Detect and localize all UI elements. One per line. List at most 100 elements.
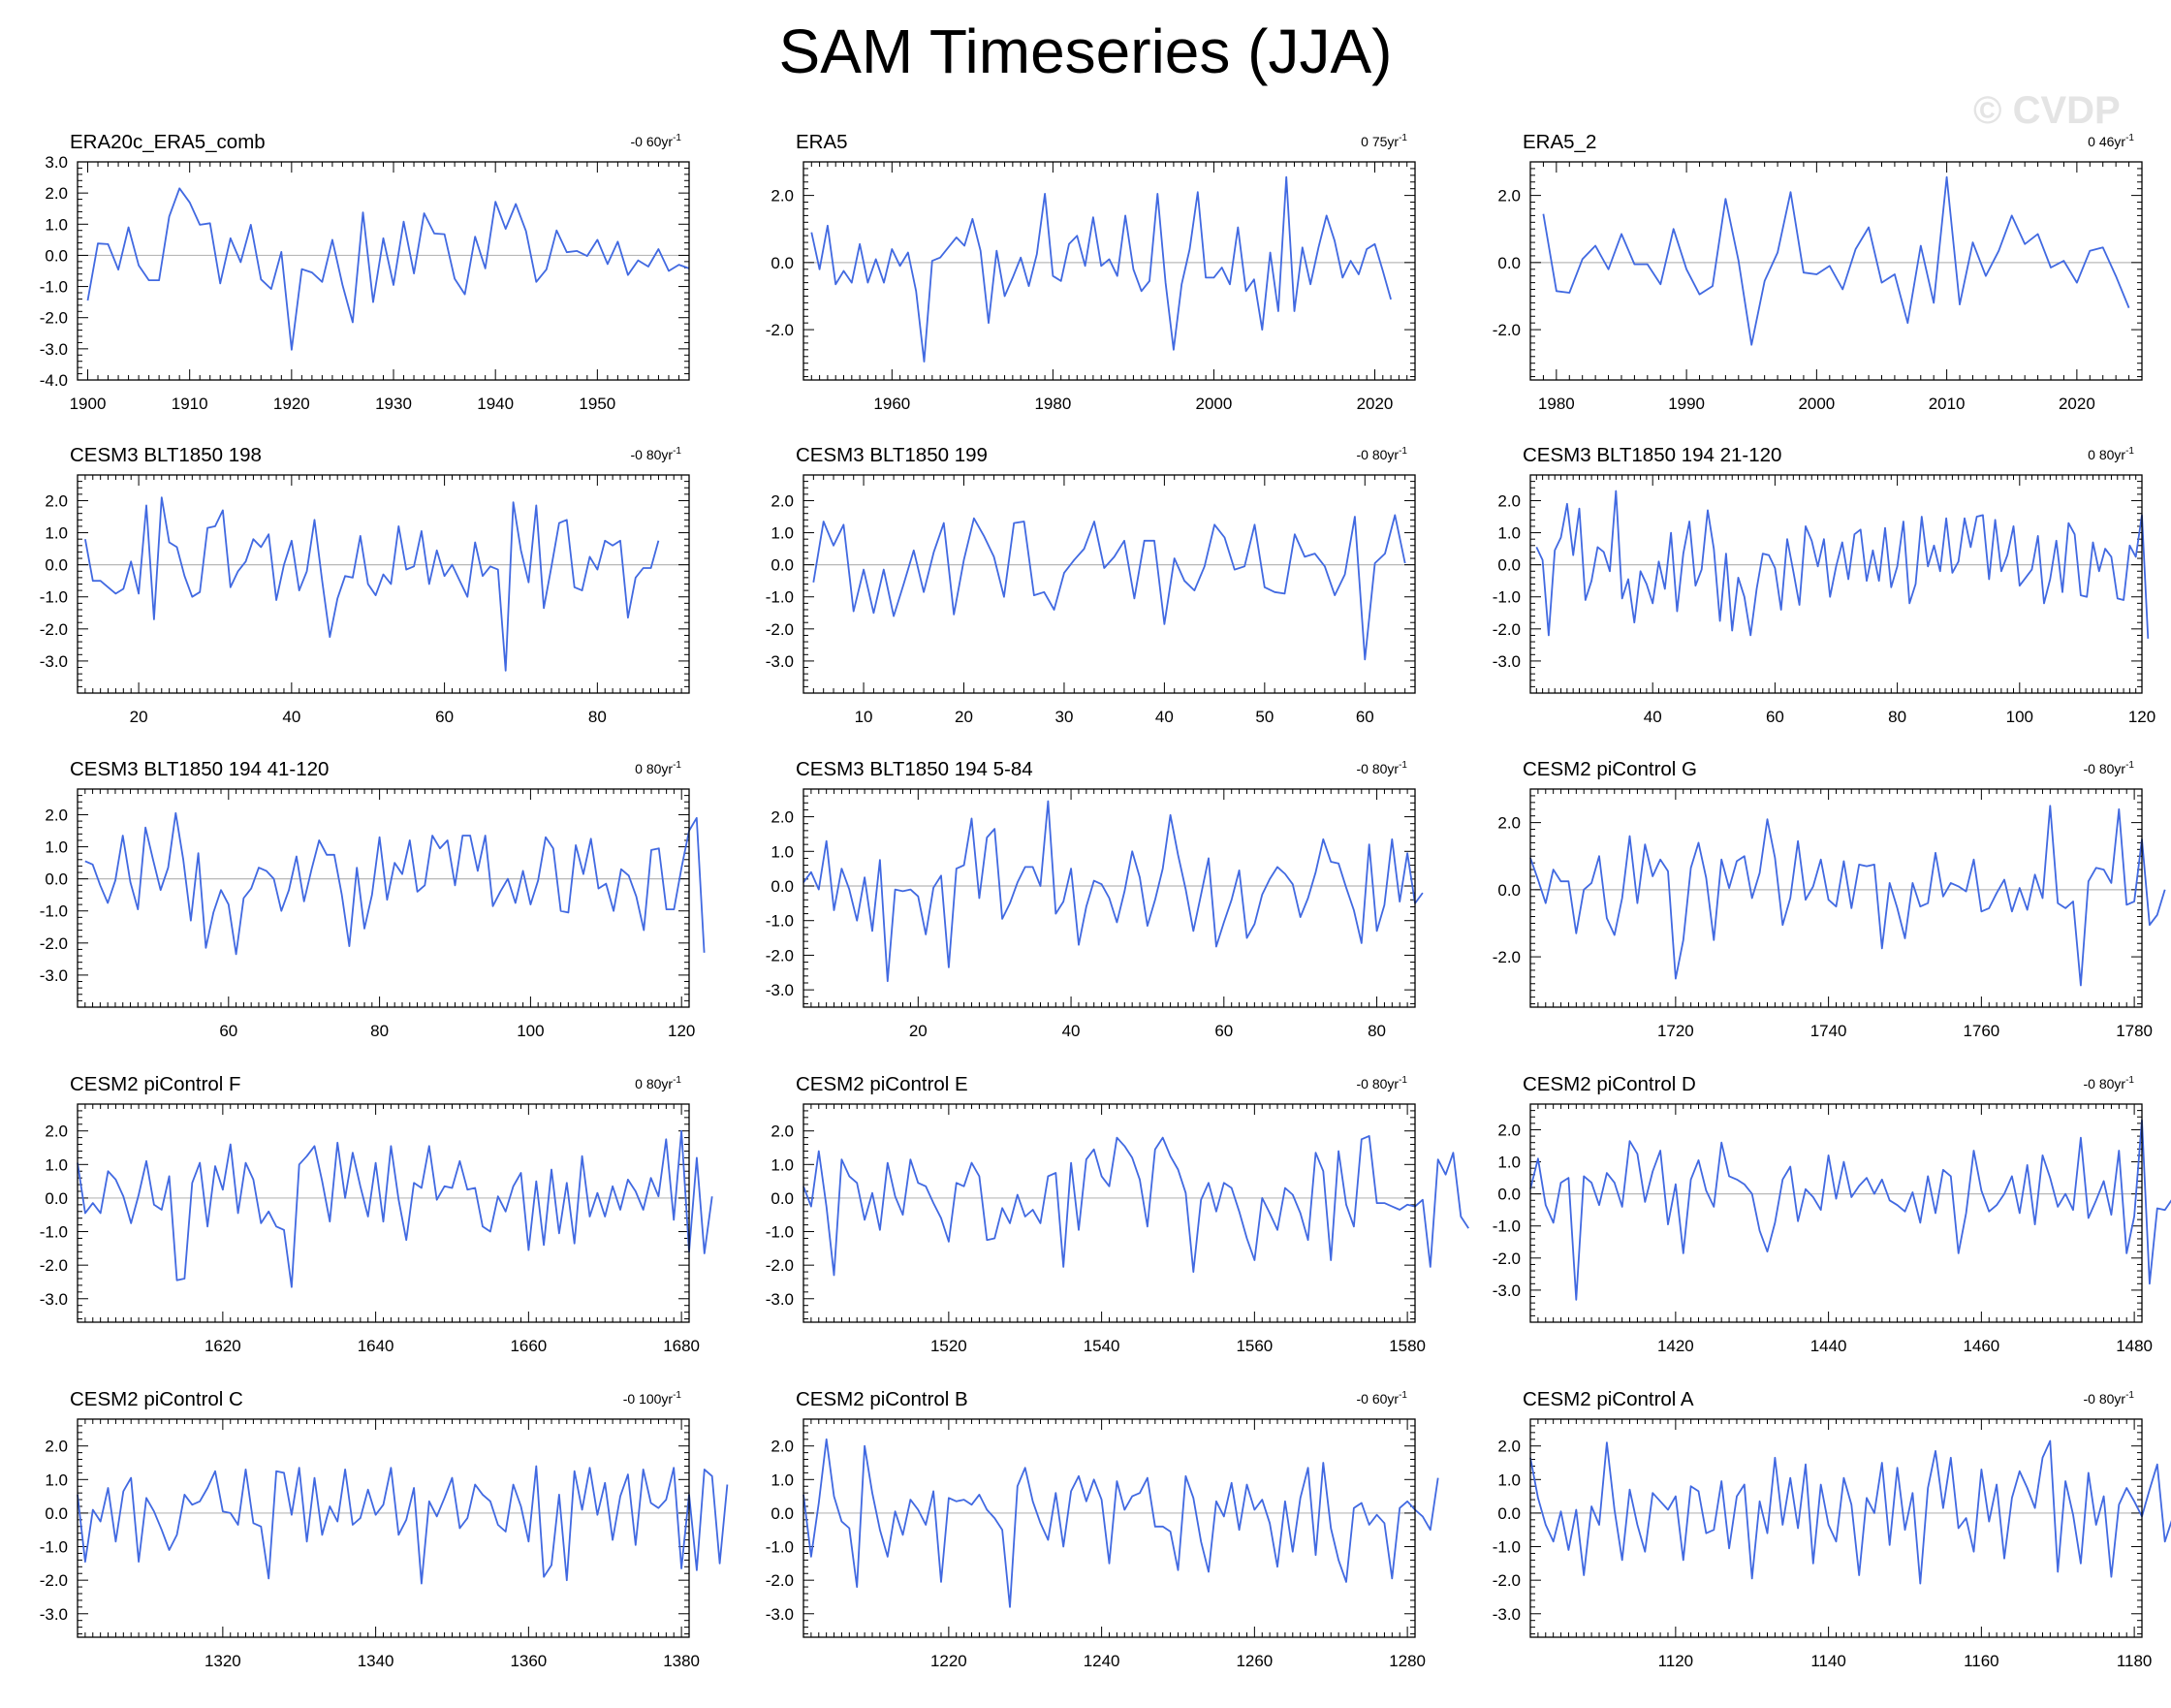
x-tick-label: 1360 xyxy=(510,1652,547,1670)
series-line xyxy=(84,496,660,672)
x-tick-label: 1420 xyxy=(1657,1337,1694,1355)
x-tick-label: 60 xyxy=(435,708,454,726)
plot-frame xyxy=(802,1418,1416,1638)
y-tick-label: -1.0 xyxy=(40,278,68,297)
y-tick-label: 2.0 xyxy=(45,184,68,203)
x-tick-label: 2000 xyxy=(1196,395,1233,413)
y-tick-label: -2.0 xyxy=(766,1571,794,1590)
x-tick-label: 120 xyxy=(668,1022,695,1040)
x-tick-label: 1950 xyxy=(579,395,615,413)
panel-4: CESM3 BLT1850 198 -0 80yr-1 20 40 60 80 -3.0 -2… xyxy=(40,444,690,726)
y-tick-label: 1.0 xyxy=(45,524,68,543)
trend-label: -0 80yr-1 xyxy=(1357,1075,1408,1091)
panel-title: ERA20c_ERA5_comb xyxy=(70,131,266,153)
y-tick-label: 0.0 xyxy=(45,246,68,265)
plot-frame xyxy=(802,1103,1416,1323)
y-tick-label: -3.0 xyxy=(766,981,794,999)
x-tick-label: 20 xyxy=(909,1022,928,1040)
plot-frame xyxy=(77,474,690,694)
panel-title: CESM2 piControl D xyxy=(1523,1073,1696,1095)
panel-2: ERA5 0 75yr-1 1960 1980 2000 2020 -2.0 0.0 2.0 xyxy=(766,131,1416,413)
x-tick-label: 1560 xyxy=(1236,1337,1273,1355)
y-tick-label: -1.0 xyxy=(766,1223,794,1242)
x-tick-label: 100 xyxy=(2006,708,2033,726)
panel-9: CESM2 piControl G -0 80yr-1 1720 1740 1760 17… xyxy=(1493,758,2166,1040)
series-line xyxy=(1529,1119,2171,1301)
x-tick-label: 80 xyxy=(370,1022,389,1040)
y-tick-label: 1.0 xyxy=(771,1471,794,1489)
series-line xyxy=(802,1135,1469,1277)
x-tick-label: 50 xyxy=(1255,708,1274,726)
y-tick-label: 2.0 xyxy=(45,806,68,824)
y-tick-label: -2.0 xyxy=(1493,948,1521,966)
plot-frame xyxy=(1529,1418,2143,1638)
y-tick-label: 1.0 xyxy=(45,1471,68,1489)
trend-label: -0 60yr-1 xyxy=(631,133,682,149)
y-tick-label: -3.0 xyxy=(40,966,68,985)
y-tick-label: 0.0 xyxy=(1497,881,1521,900)
panel-14: CESM2 piControl B -0 60yr-1 1220 1240 1260 12… xyxy=(766,1388,1439,1670)
panel-title: CESM3 BLT1850 199 xyxy=(796,444,988,466)
trend-label: -0 80yr-1 xyxy=(1357,446,1408,462)
y-tick-label: 1.0 xyxy=(45,215,68,234)
y-tick-label: -2.0 xyxy=(40,309,68,328)
panel-title: ERA5 xyxy=(796,131,848,153)
y-tick-label: 0.0 xyxy=(1497,254,1521,272)
panel-title: CESM2 piControl B xyxy=(796,1388,968,1410)
x-tick-label: 1660 xyxy=(510,1337,547,1355)
panel-12: CESM2 piControl D -0 80yr-1 1420 1440 1460 14… xyxy=(1493,1073,2171,1355)
panel-7: CESM3 BLT1850 194 41-120 0 80yr-1 60 80 100 1… xyxy=(40,758,706,1040)
trend-label: -0 80yr-1 xyxy=(2084,1075,2135,1091)
panel-title: CESM2 piControl A xyxy=(1523,1388,1694,1410)
x-tick-label: 60 xyxy=(1356,708,1374,726)
x-tick-label: 80 xyxy=(588,708,607,726)
x-tick-label: 1920 xyxy=(273,395,310,413)
plot-frame xyxy=(1529,1103,2143,1323)
series-line xyxy=(1542,175,2130,346)
y-tick-label: 1.0 xyxy=(771,1155,794,1174)
x-tick-label: 120 xyxy=(2128,708,2155,726)
y-tick-label: 2.0 xyxy=(45,491,68,510)
trend-label: -0 80yr-1 xyxy=(2084,1390,2135,1407)
y-tick-label: -1.0 xyxy=(40,1223,68,1242)
x-tick-label: 1940 xyxy=(477,395,514,413)
plot-frame xyxy=(1529,161,2143,381)
x-tick-label: 80 xyxy=(1368,1022,1386,1040)
y-tick-label: -1.0 xyxy=(1493,588,1521,607)
y-tick-label: 2.0 xyxy=(771,1123,794,1141)
x-tick-label: 20 xyxy=(955,708,973,726)
y-tick-label: -3.0 xyxy=(766,652,794,671)
x-tick-label: 1480 xyxy=(2116,1337,2153,1355)
x-tick-label: 1160 xyxy=(1964,1652,1999,1670)
trend-label: 0 80yr-1 xyxy=(635,760,681,776)
y-tick-label: -3.0 xyxy=(766,1605,794,1624)
plot-frame xyxy=(802,788,1416,1008)
y-tick-label: -2.0 xyxy=(40,1571,68,1590)
x-tick-label: 1900 xyxy=(70,395,107,413)
x-tick-label: 1280 xyxy=(1389,1652,1426,1670)
y-tick-label: -2.0 xyxy=(40,1256,68,1275)
x-tick-label: 1910 xyxy=(172,395,208,413)
y-tick-label: 2.0 xyxy=(771,1438,794,1456)
panel-6: CESM3 BLT1850 194 21-120 0 80yr-1 40 60 80 10… xyxy=(1493,444,2155,726)
series-line xyxy=(77,1129,713,1288)
x-tick-label: 1740 xyxy=(1810,1022,1847,1040)
trend-label: -0 80yr-1 xyxy=(2084,760,2135,776)
x-tick-label: 80 xyxy=(1888,708,1906,726)
x-tick-label: 1540 xyxy=(1084,1337,1120,1355)
trend-label: 0 80yr-1 xyxy=(635,1075,681,1091)
plot-frame xyxy=(77,1103,690,1323)
y-tick-label: -1.0 xyxy=(766,1538,794,1557)
y-tick-label: -1.0 xyxy=(1493,1218,1521,1236)
y-tick-label: 0.0 xyxy=(45,1189,68,1208)
y-tick-label: 0.0 xyxy=(45,556,68,575)
x-tick-label: 1640 xyxy=(358,1337,394,1355)
y-tick-label: -4.0 xyxy=(40,371,68,390)
x-tick-label: 1260 xyxy=(1236,1652,1273,1670)
x-tick-label: 1620 xyxy=(205,1337,241,1355)
y-tick-label: 0.0 xyxy=(45,870,68,889)
y-tick-label: -1.0 xyxy=(40,1538,68,1557)
panel-5: CESM3 BLT1850 199 -0 80yr-1 10 20 30 40 50 60 -3… xyxy=(766,444,1416,726)
y-tick-label: 2.0 xyxy=(45,1438,68,1456)
